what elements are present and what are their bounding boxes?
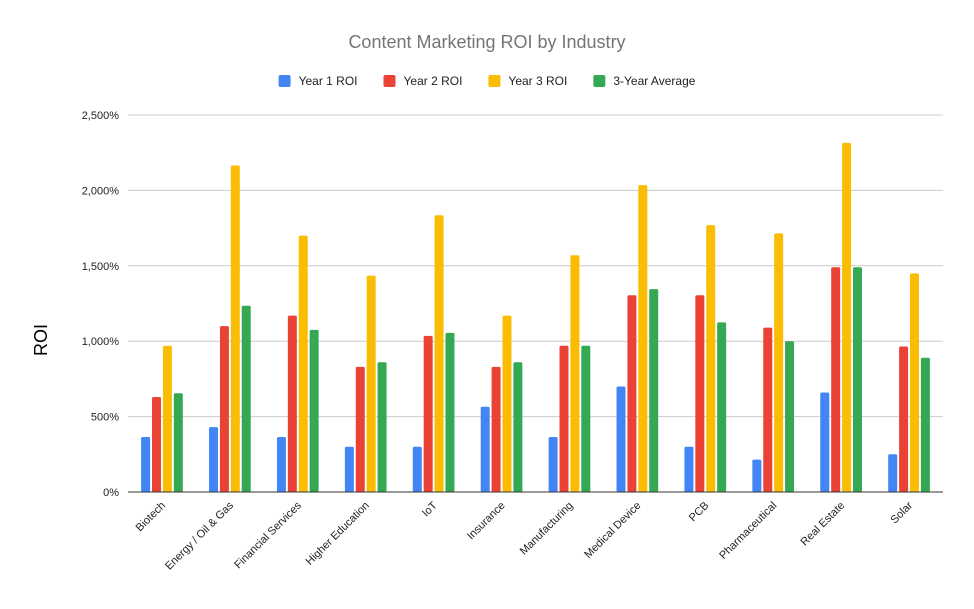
bar (820, 392, 830, 492)
bar (480, 406, 490, 492)
bar (344, 446, 354, 492)
bar (899, 346, 909, 492)
x-tick-label: Energy / Oil & Gas (163, 499, 236, 572)
bar (616, 386, 626, 492)
x-tick-label: Financial Services (232, 499, 304, 571)
bar (162, 345, 172, 492)
legend-item: 3-Year Average (593, 74, 696, 88)
bar (412, 446, 422, 492)
bar (502, 315, 512, 492)
bar (888, 454, 898, 492)
y-tick-label: 1,500% (82, 261, 120, 273)
bar (209, 427, 219, 492)
bar (287, 315, 297, 492)
bar (377, 362, 387, 492)
legend-label: Year 1 ROI (299, 74, 358, 88)
bar (684, 446, 694, 492)
bars (141, 142, 930, 493)
bar (219, 326, 229, 492)
bar (548, 436, 558, 492)
x-tick-label: Higher Education (304, 500, 372, 568)
bar (638, 185, 648, 492)
bar (695, 295, 705, 492)
x-tick-label: IoT (420, 499, 440, 519)
bar (559, 345, 569, 492)
legend-label: Year 3 ROI (508, 74, 567, 88)
bar (152, 396, 162, 492)
bar (752, 459, 762, 492)
legend-item: Year 2 ROI (383, 74, 463, 88)
legend: Year 1 ROI Year 2 ROI Year 3 ROI 3-Year Ave… (278, 74, 696, 88)
x-tick-label: Medical Device (582, 500, 643, 561)
gridlines (128, 114, 943, 418)
bar (298, 235, 308, 492)
bar (717, 322, 727, 492)
bar (570, 255, 580, 492)
chart-title: Content Marketing ROI by Industry (348, 32, 625, 52)
bar (230, 165, 240, 492)
bar (141, 436, 151, 492)
x-tick-label: Manufacturing (518, 500, 576, 558)
bar (445, 332, 455, 492)
bar (241, 305, 251, 492)
y-tick-label: 500% (91, 412, 119, 424)
bar (831, 267, 841, 492)
legend-label: 3-Year Average (613, 74, 695, 88)
y-axis-label: ROI (31, 324, 51, 356)
bar (774, 233, 784, 493)
bar (909, 273, 919, 492)
legend-item: Year 3 ROI (488, 74, 567, 88)
bar (434, 215, 444, 493)
legend-swatch (278, 75, 291, 87)
bar (366, 275, 376, 492)
bar (627, 295, 637, 492)
bar (852, 267, 862, 492)
x-tick-label: Real Estate (799, 500, 848, 549)
bar (763, 327, 773, 492)
y-tick-label: 2,000% (82, 185, 120, 197)
legend-item: Year 1 ROI (278, 74, 358, 88)
legend-label: Year 2 ROI (404, 74, 463, 88)
y-axis-ticks: 0% 500% 1,000% 1,500% 2,000% 2,500% (82, 110, 120, 499)
bar (649, 289, 659, 492)
bar (423, 335, 433, 492)
bar (785, 341, 795, 492)
bar (276, 436, 286, 492)
bar (491, 366, 501, 492)
legend-swatch (488, 75, 501, 87)
y-tick-label: 1,000% (82, 336, 120, 348)
bar (581, 345, 591, 492)
x-tick-label: Insurance (465, 500, 508, 543)
bar (842, 142, 852, 492)
y-tick-label: 0% (103, 487, 119, 499)
bar (355, 366, 365, 492)
x-tick-label: Biotech (134, 500, 168, 534)
legend-swatch (593, 75, 606, 87)
bar (309, 329, 319, 492)
x-tick-label: PCB (687, 500, 711, 524)
y-tick-label: 2,500% (82, 110, 120, 122)
bar (513, 362, 523, 492)
x-tick-label: Pharmaceutical (717, 500, 779, 562)
bar (920, 357, 930, 492)
bar (173, 393, 183, 492)
legend-swatch (383, 75, 396, 87)
bar (706, 225, 716, 493)
x-tick-label: Solar (889, 499, 916, 526)
